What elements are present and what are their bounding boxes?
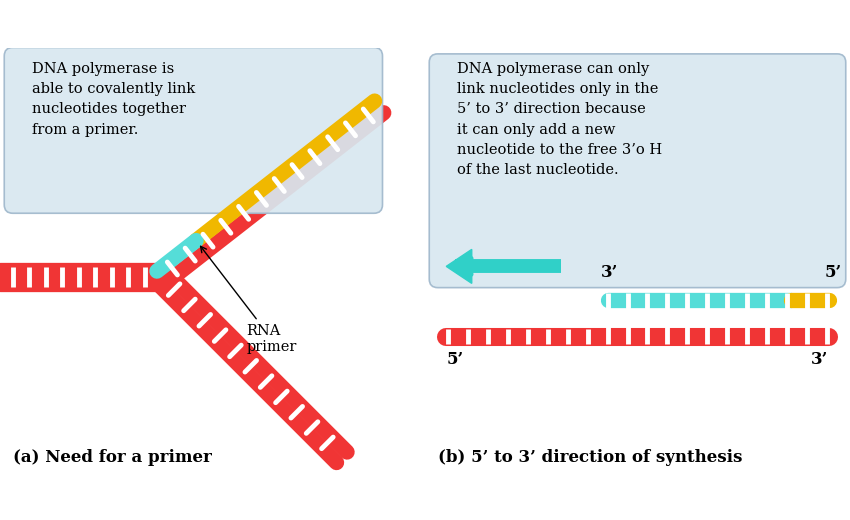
FancyBboxPatch shape (4, 47, 382, 213)
Text: DNA polymerase is
able to covalently link
nucleotides together
from a primer.: DNA polymerase is able to covalently lin… (32, 62, 196, 137)
Text: 5’: 5’ (446, 351, 463, 368)
Text: (b) 5’ to 3’ direction of synthesis: (b) 5’ to 3’ direction of synthesis (438, 449, 742, 466)
FancyBboxPatch shape (429, 54, 846, 288)
Text: DNA polymerase can only
link nucleotides only in the
5’ to 3’ direction because
: DNA polymerase can only link nucleotides… (457, 62, 662, 177)
Text: 3’: 3’ (601, 264, 619, 281)
Text: 5’: 5’ (824, 264, 842, 281)
Text: 3’: 3’ (812, 351, 829, 368)
Text: (a) Need for a primer: (a) Need for a primer (13, 449, 212, 466)
Text: RNA
primer: RNA primer (201, 246, 297, 354)
Polygon shape (446, 250, 472, 283)
